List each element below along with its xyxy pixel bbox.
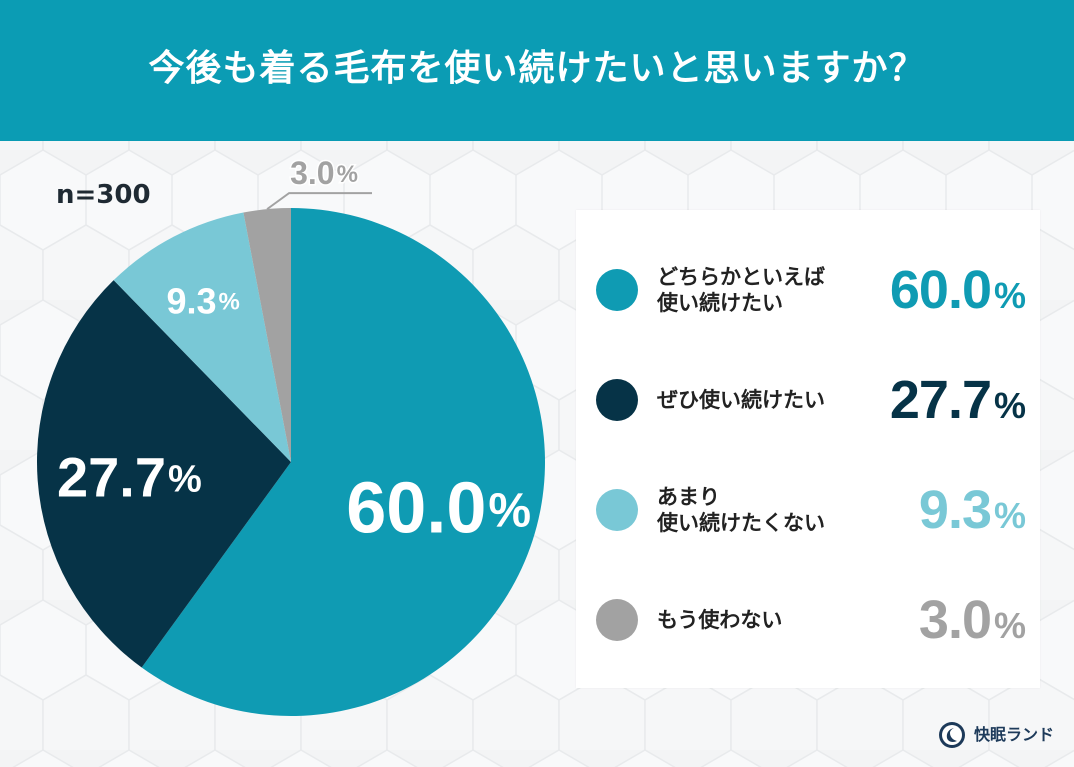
pie-leader-line-3 — [266, 192, 372, 210]
pie-label-unit-3: % — [337, 161, 358, 188]
legend-value-3: 3.0% — [919, 593, 1026, 647]
legend-value-unit-3: % — [993, 605, 1026, 646]
legend-item-1: ぜひ使い続けたい 27.7% — [596, 360, 1026, 440]
pie-label-number-2: 9.3 — [166, 280, 216, 321]
legend-value-number-2: 9.3 — [918, 480, 992, 540]
legend-label-1: ぜひ使い続けたい — [657, 387, 825, 412]
legend-value-number-0: 60.0 — [889, 260, 992, 320]
pie-label-unit-2: % — [219, 289, 240, 316]
pie-slice-3 — [243, 208, 291, 462]
pie-label-2: 9.3% — [166, 280, 239, 321]
brand: 快眠ランド — [938, 721, 1054, 749]
legend-dot-1 — [596, 379, 638, 421]
legend-item-3: もう使わない 3.0% — [596, 580, 1026, 660]
brand-name: 快眠ランド — [973, 725, 1054, 744]
legend-value-2: 9.3% — [919, 483, 1026, 537]
legend-dot-0 — [596, 269, 638, 311]
legend-value-number-3: 3.0 — [918, 590, 992, 650]
legend-value-unit-1: % — [993, 385, 1026, 426]
legend-item-0: どちらかといえば 使い続けたい 60.0% — [596, 250, 1026, 330]
pie-chart: 60.0%27.7%9.3%3.0% — [37, 154, 545, 716]
legend-dot-3 — [596, 599, 638, 641]
legend-item-2: あまり 使い続けたくない 9.3% — [596, 470, 1026, 550]
pie-label-number-1: 27.7 — [57, 445, 166, 508]
legend-value-1: 27.7% — [890, 373, 1026, 427]
pie-label-1: 27.7% — [57, 445, 202, 508]
legend-panel: どちらかといえば 使い続けたい 60.0% ぜひ使い続けたい 27.7% あまり… — [576, 210, 1040, 688]
pie-label-3: 3.0% — [290, 155, 358, 191]
legend-label-3: もう使わない — [657, 607, 783, 632]
moon-logo-icon — [938, 722, 965, 748]
page-title: 今後も着る毛布を使い続けたいと思いますか？ — [148, 47, 926, 89]
legend-label-0: どちらかといえば 使い続けたい — [657, 264, 825, 315]
pie-label-number-3: 3.0 — [290, 155, 334, 191]
pie-slice-1 — [37, 280, 291, 668]
pie-label-unit-0: % — [488, 484, 531, 537]
legend-value-unit-0: % — [993, 275, 1026, 316]
pie-label-number-0: 60.0 — [346, 468, 486, 548]
legend-value-number-1: 27.7 — [889, 370, 992, 430]
pie-label-unit-1: % — [168, 459, 202, 501]
legend-value-0: 60.0% — [890, 263, 1026, 317]
pie-chart-container: 60.0% 27.7% 9.3% 3.0% — [0, 141, 580, 761]
pie-slice-0 — [141, 208, 545, 716]
sample-size: n=300 — [56, 180, 151, 210]
pie-label-0: 60.0% — [346, 468, 531, 548]
legend-label-2: あまり 使い続けたくない — [657, 484, 825, 535]
pie-slice-2 — [113, 212, 291, 462]
legend-dot-2 — [596, 489, 638, 531]
header-bar: 今後も着る毛布を使い続けたいと思いますか？ — [0, 0, 1074, 141]
legend-value-unit-2: % — [993, 495, 1026, 536]
